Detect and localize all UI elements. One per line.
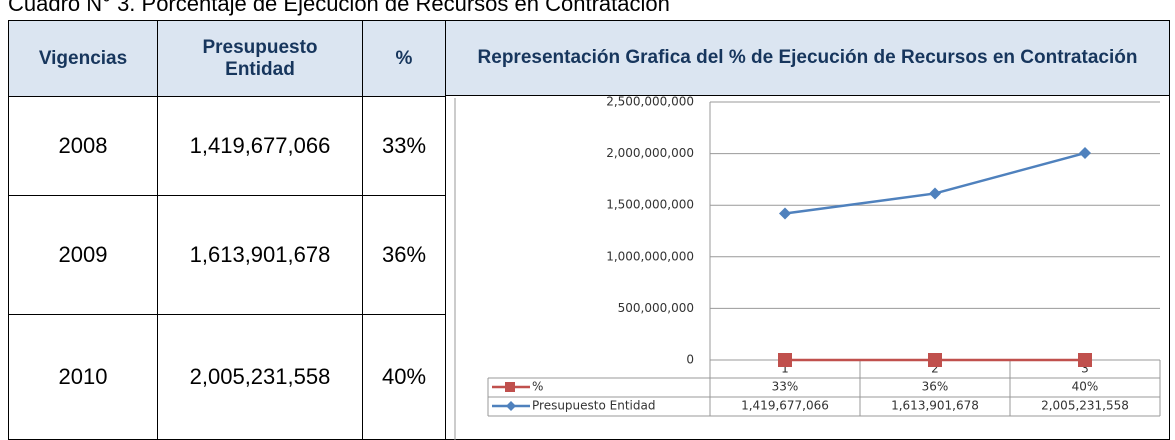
marker xyxy=(778,353,792,367)
marker xyxy=(1078,353,1092,367)
document-title: Cuadro N° 3. Porcentaje de Ejecución de … xyxy=(8,0,670,16)
legend-label: % xyxy=(532,380,543,394)
x-tick-label: 1 xyxy=(781,362,789,376)
legend-marker xyxy=(506,401,516,411)
marker xyxy=(928,353,942,367)
marker xyxy=(1079,147,1091,160)
data-table-cell: 40% xyxy=(1072,380,1099,394)
data-table-cell: 33% xyxy=(772,380,799,394)
y-tick-label: 2,500,000,000 xyxy=(606,95,694,109)
y-tick-label: 0 xyxy=(686,353,694,367)
data-table-cell: 1,419,677,066 xyxy=(741,399,829,413)
series-line xyxy=(784,151,1086,215)
y-tick-label: 500,000,000 xyxy=(618,301,694,315)
marker xyxy=(929,187,941,200)
data-table-cell: 1,613,901,678 xyxy=(891,399,979,413)
x-tick-label: 3 xyxy=(1081,362,1089,376)
data-table-cell: 2,005,231,558 xyxy=(1041,399,1129,413)
header-cell: % xyxy=(362,20,446,97)
data-table-cell: 36% xyxy=(922,380,949,394)
marker xyxy=(779,207,791,220)
legend-marker xyxy=(505,382,515,392)
y-tick-label: 2,000,000,000 xyxy=(606,146,694,160)
y-tick-label: 1,500,000,000 xyxy=(606,198,694,212)
y-tick-label: 1,000,000,000 xyxy=(606,249,694,263)
legend-label: Presupuesto Entidad xyxy=(532,399,655,413)
x-tick-label: 2 xyxy=(931,362,939,376)
